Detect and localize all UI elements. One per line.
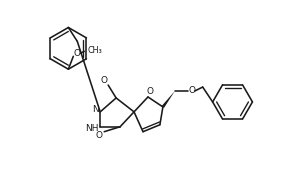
Text: NH: NH (85, 124, 99, 133)
Text: N: N (92, 105, 99, 114)
Text: O: O (146, 87, 153, 96)
Text: O: O (96, 131, 103, 140)
Polygon shape (162, 91, 175, 108)
Text: CH₃: CH₃ (87, 46, 102, 55)
Text: O: O (188, 85, 195, 94)
Text: O: O (101, 76, 108, 85)
Text: O: O (74, 49, 81, 58)
